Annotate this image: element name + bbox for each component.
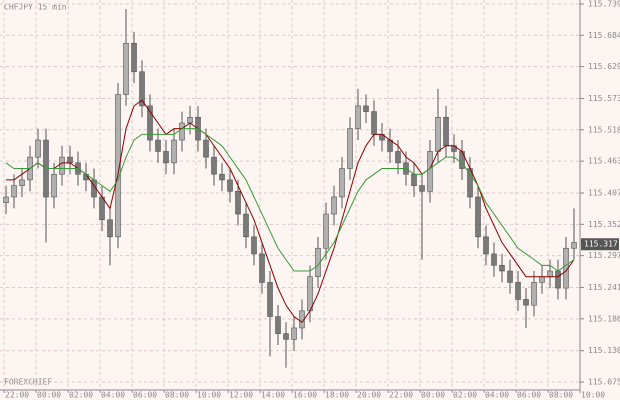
x-tick-label: 22:00 [5,391,29,400]
candle-body [163,151,169,164]
candle-body [363,105,369,112]
candle-body [227,179,233,192]
y-tick-label: 115.518 [588,125,620,134]
candle-body [115,94,121,238]
candle-body [107,219,113,238]
price-tag [581,238,619,251]
candle-body [323,213,329,249]
candle-body [547,270,553,278]
candle-body [419,185,425,192]
candle-body [203,139,209,158]
candle-body [507,270,513,283]
candle-body [51,173,57,198]
x-tick-label: 02:00 [453,391,477,400]
x-tick-label: 12:00 [229,391,253,400]
candle-body [3,196,9,203]
candle-body [123,42,129,95]
y-tick-label: 115.075 [588,378,620,387]
chart-title: CHFJPY 15 min [4,3,67,12]
candle-body [483,236,489,255]
y-tick-label: 115.629 [588,62,620,71]
candle-body [435,116,441,152]
candle-body [131,42,137,73]
candle-body [179,122,185,141]
y-tick-label: 115.186 [588,314,620,323]
x-tick-label: 14:00 [261,391,285,400]
candle-body [59,156,65,175]
x-tick-label: 06:00 [517,391,541,400]
candle-body [243,213,249,238]
candle-body [347,128,353,169]
y-tick-label: 115.739 [588,0,620,8]
candle-body [307,276,313,312]
candle-body [411,173,417,186]
candle-body [267,282,273,317]
candle-body [19,179,25,186]
x-tick-label: 02:00 [69,391,93,400]
y-tick-label: 115.463 [588,157,620,166]
x-tick-label: 04:00 [101,391,125,400]
y-tick-label: 115.130 [588,346,620,355]
watermark: FOREXCHIEF [4,378,52,387]
y-tick-label: 115.352 [588,220,620,229]
candle-body [515,282,521,300]
candle-body [531,282,537,306]
candle-body [331,196,337,215]
candle-body [339,168,345,198]
candle-body [147,105,153,141]
candle-body [523,299,529,306]
candle-body [555,270,561,289]
y-tick-label: 115.407 [588,189,620,198]
x-tick-label: 10:00 [197,391,221,400]
x-tick-label: 22:00 [389,391,413,400]
candle-body [99,196,105,221]
candle-body [371,111,377,135]
candle-body [427,151,433,192]
moving-average [5,128,575,272]
y-tick-label: 115.684 [588,31,620,40]
x-tick-label: 08:00 [549,391,573,400]
y-tick-label: 115.573 [588,94,620,103]
candle-body [35,139,41,158]
candle-body [491,253,497,266]
candle-body [475,196,481,238]
candle-body [395,151,401,164]
x-tick-label: 16:00 [293,391,317,400]
candle-body [187,116,193,124]
x-tick-label: 18:00 [325,391,349,400]
candle-body [499,265,505,272]
x-tick-label: 10:00 [581,391,605,400]
candle-body [283,333,289,340]
x-tick-label: 08:00 [165,391,189,400]
candle-body [259,253,265,283]
candle-body [291,327,297,340]
candle-body [67,156,73,164]
candle-body [443,116,449,147]
candle-body [171,139,177,164]
candle-body [355,105,361,129]
x-tick-label: 04:00 [485,391,509,400]
candle-body [139,71,145,107]
last-price-label: 115.317 [584,240,618,249]
y-tick-label: 115.241 [588,283,620,292]
x-tick-label: 00:00 [37,391,61,400]
x-tick-label: 06:00 [133,391,157,400]
candle-body [235,190,241,215]
y-tick-label: 115.297 [588,251,620,260]
candle-body [155,139,161,152]
candle-body [275,316,281,334]
candle-body [571,242,577,249]
x-tick-label: 20:00 [357,391,381,400]
candle-body [251,236,257,255]
candle-body [219,173,225,181]
candle-body [11,185,17,198]
x-tick-label: 00:00 [421,391,445,400]
candle-body [211,156,217,175]
candle-body [539,276,545,283]
